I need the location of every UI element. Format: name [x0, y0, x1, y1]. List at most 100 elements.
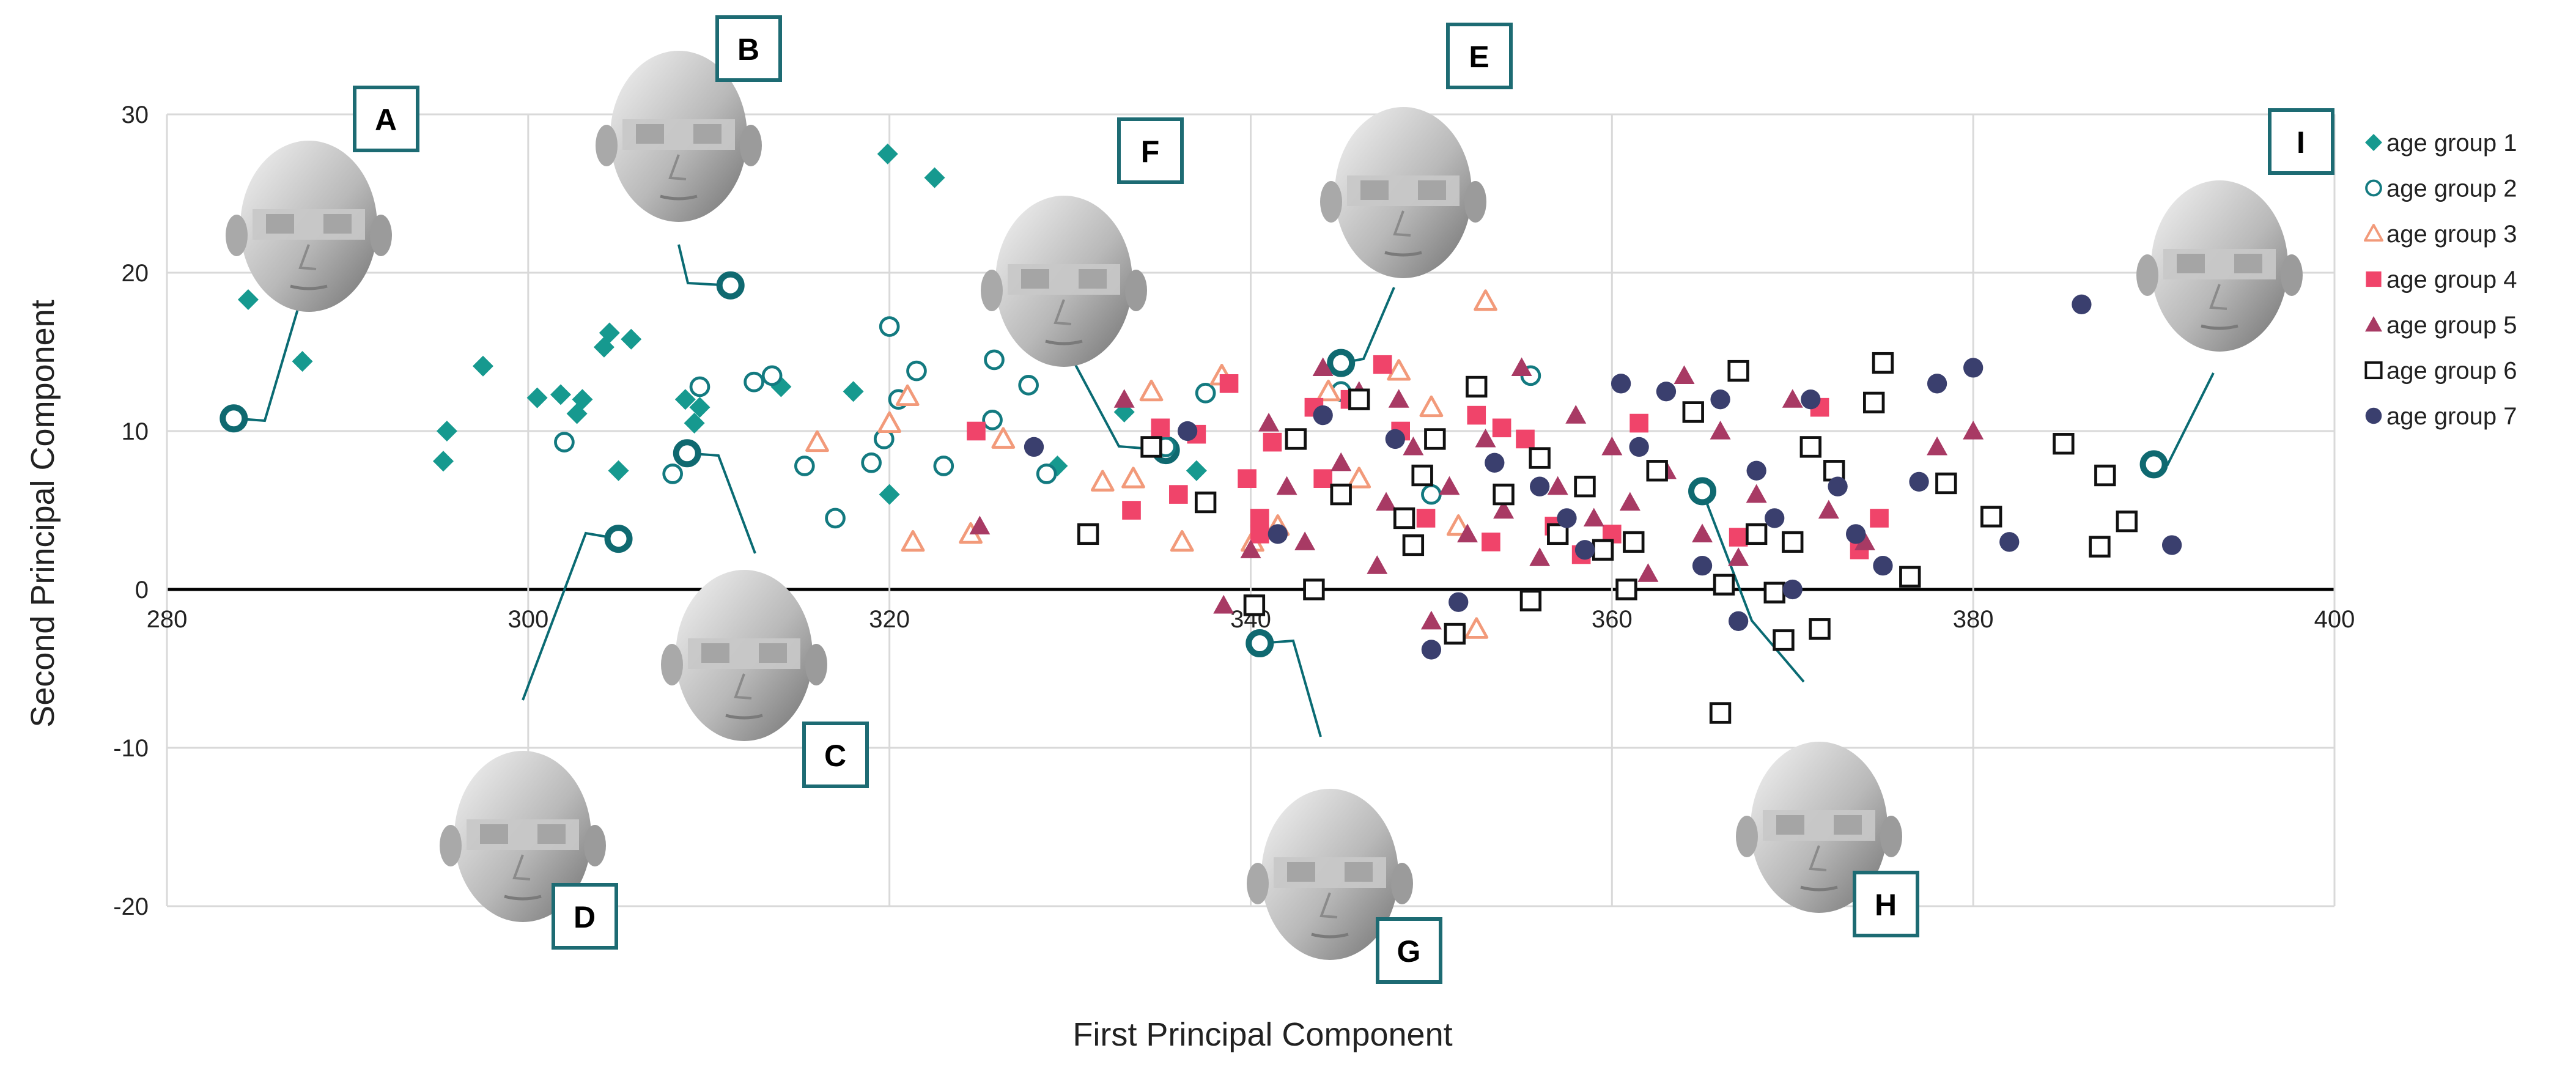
face-ear-right — [1125, 270, 1147, 311]
data-point — [1466, 375, 1488, 398]
highlighted-point — [604, 525, 633, 553]
data-point — [1574, 540, 1595, 560]
data-point — [2094, 464, 2116, 487]
data-point — [1656, 382, 1677, 402]
data-point — [1186, 460, 1207, 481]
data-point — [1402, 534, 1425, 556]
callout-e: E — [1446, 23, 1513, 89]
data-point — [805, 430, 829, 452]
data-point — [1330, 483, 1352, 506]
data-points-layer — [237, 143, 2182, 724]
callout-labels-layer: A B C D E F G H I — [353, 15, 2334, 984]
callout-h: H — [1853, 871, 1919, 937]
data-point — [895, 384, 920, 406]
face-nose — [1319, 892, 1338, 918]
data-point — [843, 381, 864, 402]
data-point — [1258, 413, 1280, 432]
data-point — [1592, 539, 1614, 561]
face-ear-left — [1247, 863, 1269, 904]
data-point — [1547, 523, 1569, 545]
data-point — [436, 421, 457, 441]
data-point — [1449, 592, 1469, 612]
face-nose — [512, 854, 531, 880]
data-point — [1709, 702, 1732, 724]
legend-marker — [2364, 224, 2383, 242]
face-ear-left — [2136, 254, 2158, 296]
data-point — [1421, 484, 1442, 505]
highlighted-point — [1327, 349, 1356, 377]
data-point — [1077, 523, 1099, 545]
data-point — [1745, 523, 1768, 545]
x-tick-label: 400 — [2314, 606, 2355, 633]
data-point — [1746, 484, 1767, 503]
face-image — [596, 51, 762, 222]
series-1 — [237, 143, 1207, 505]
data-point — [1485, 452, 1505, 473]
face-blur-left — [480, 824, 508, 844]
callout-letter: F — [1141, 135, 1160, 169]
series-3 — [805, 289, 1497, 639]
series-5 — [969, 357, 1984, 630]
data-point — [1303, 578, 1325, 600]
face-blur-left — [1287, 862, 1315, 882]
data-point — [1439, 476, 1460, 495]
data-point — [1170, 530, 1194, 552]
face-nose — [298, 244, 317, 270]
data-point — [1682, 401, 1704, 423]
data-point — [969, 515, 991, 534]
data-point — [1873, 556, 1893, 576]
callout-letter: D — [574, 900, 596, 934]
data-point — [877, 143, 898, 164]
face-mouth — [290, 284, 328, 290]
face-image — [1247, 789, 1413, 960]
data-point — [1828, 476, 1848, 497]
data-point — [1692, 523, 1713, 542]
data-point — [237, 289, 259, 311]
data-point — [599, 322, 620, 344]
callout-box — [1376, 917, 1442, 984]
x-tick-label: 380 — [1953, 606, 1994, 633]
face-blur-left — [1776, 815, 1804, 835]
data-point — [1467, 405, 1486, 425]
data-point — [1611, 374, 1631, 394]
data-point — [1024, 437, 1044, 457]
x-tick-label: 360 — [1592, 606, 1633, 633]
data-point — [1036, 463, 1057, 484]
face-ear-left — [1320, 181, 1342, 223]
data-point — [526, 387, 548, 408]
y-axis-title: Second Principal Component — [24, 300, 61, 727]
data-point — [1294, 531, 1316, 550]
data-point — [1388, 389, 1409, 408]
data-point — [1330, 452, 1352, 471]
data-point — [689, 376, 710, 397]
legend-marker — [2364, 361, 2383, 380]
face-mouth — [504, 895, 542, 901]
data-point — [991, 427, 1016, 449]
face-image — [226, 141, 392, 312]
face-mouth — [1311, 932, 1349, 939]
data-point — [1446, 514, 1471, 536]
data-point — [1557, 508, 1577, 528]
data-point — [1710, 389, 1730, 410]
legend-label: age group 2 — [2386, 175, 2517, 202]
data-point — [1729, 528, 1748, 547]
data-point — [1629, 413, 1648, 433]
data-point — [1250, 525, 1269, 544]
callout-f: F — [1117, 117, 1184, 184]
data-point — [1169, 485, 1188, 504]
face-blur-right — [1834, 815, 1862, 835]
data-point — [1863, 391, 1885, 414]
data-point — [674, 389, 696, 410]
data-point — [1018, 375, 1039, 396]
data-point — [1403, 436, 1424, 456]
data-point — [550, 384, 572, 405]
data-point — [1411, 464, 1433, 487]
data-point — [1818, 500, 1839, 519]
data-point — [1122, 501, 1141, 520]
callout-box — [1117, 117, 1184, 184]
data-point — [1457, 523, 1478, 542]
data-point — [1909, 471, 1929, 492]
face-blur-right — [759, 643, 787, 663]
callout-letter: E — [1469, 40, 1489, 74]
data-point — [1268, 524, 1288, 544]
